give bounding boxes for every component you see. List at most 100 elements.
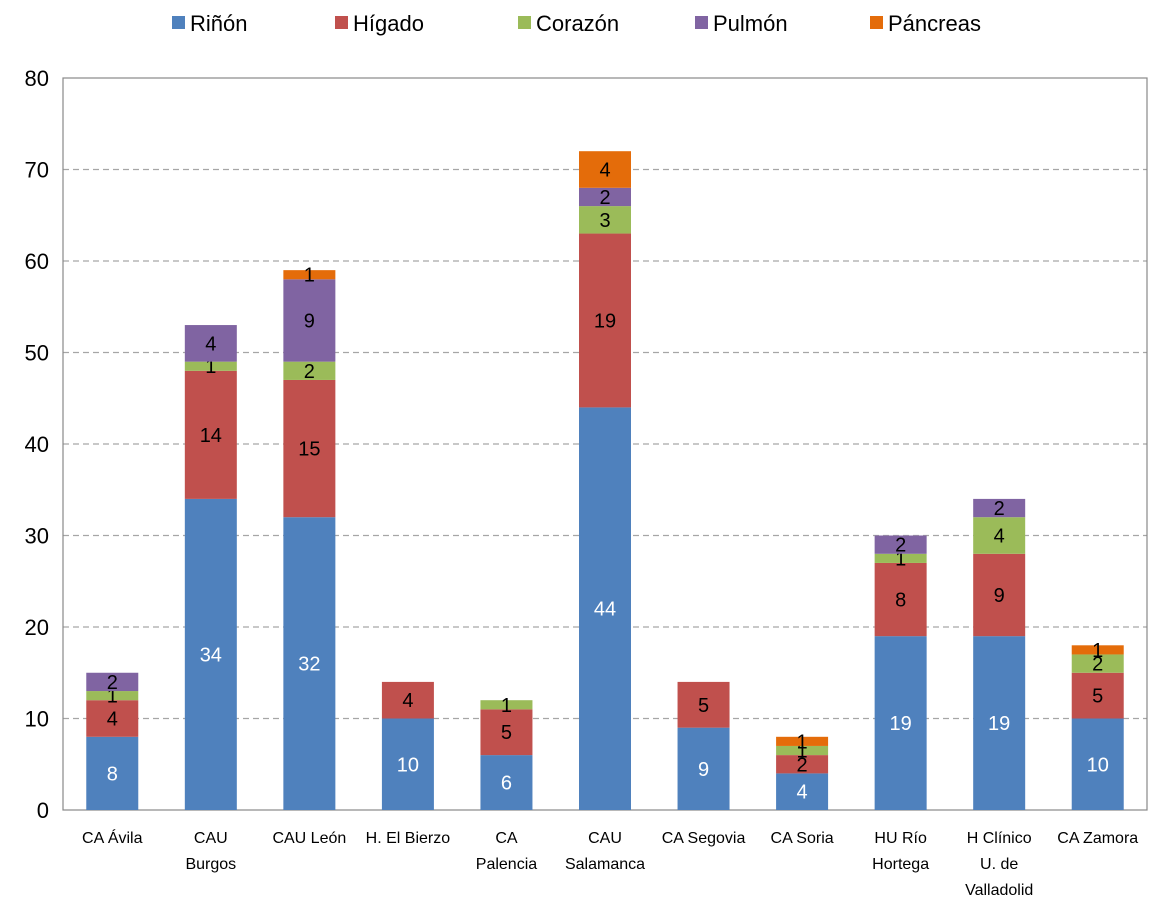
bar-segment [184, 325, 237, 362]
data-label: 1 [797, 731, 808, 753]
bar-segment [973, 553, 1026, 637]
data-label: 1 [107, 686, 118, 708]
bar-segment [579, 233, 631, 408]
bar-stack: 34 14 14 [184, 325, 237, 810]
legend-item: Corazón [518, 11, 619, 36]
bar-segment [973, 636, 1026, 810]
y-tick-label: 0 [37, 798, 49, 823]
bar-segment [480, 755, 533, 810]
data-label: 9 [994, 585, 1005, 607]
legend-swatch [870, 16, 883, 29]
x-tick-label: HU Río Hortega [872, 830, 929, 873]
legend-item: Páncreas [870, 11, 981, 36]
bar-segment [283, 517, 336, 810]
bar-stack: 8 412 [86, 672, 139, 810]
x-tick-label-line: H. El Bierzo [366, 830, 451, 847]
y-tick-label: 80 [25, 66, 49, 91]
data-label: 9 [698, 759, 709, 781]
bar-stack: 32 15 2 9 1 [283, 265, 336, 810]
data-label: 5 [698, 695, 709, 717]
x-tick-label-line: H Clínico [967, 830, 1032, 847]
y-tick-label: 40 [25, 432, 49, 457]
data-label: 5 [1092, 686, 1103, 708]
x-tick-label: CA Palencia [476, 830, 537, 873]
legend-swatch [695, 16, 708, 29]
x-tick-label-line: CAU León [272, 830, 346, 847]
bar-segment [973, 498, 1026, 518]
legend-swatch [335, 16, 348, 29]
data-label: 4 [107, 709, 118, 731]
x-tick-label-line: Hortega [872, 856, 929, 873]
data-label: 4 [797, 782, 808, 804]
data-label: 19 [890, 713, 912, 735]
bar-segment [283, 270, 336, 280]
legend-label: Páncreas [888, 11, 981, 36]
bar-segment [677, 727, 730, 810]
bar-segment [86, 672, 139, 692]
data-label: 4 [402, 690, 413, 712]
bar-segment [579, 407, 631, 810]
bar-segment [776, 745, 829, 756]
bar-stack: 6 5 1 [480, 695, 533, 810]
x-tick-label: H. El Bierzo [366, 830, 451, 847]
x-tick-label-line: CAU [194, 830, 228, 847]
x-tick-label-line: U. de [980, 856, 1018, 873]
x-tick-label-line: HU Río [874, 830, 927, 847]
bar-segment [677, 681, 730, 728]
bar-segment [381, 718, 434, 810]
bar-segment [874, 636, 927, 810]
bar-segment [579, 151, 631, 188]
bar-segment [1071, 654, 1124, 673]
bar-segment [480, 700, 533, 710]
y-tick-label: 30 [25, 524, 49, 549]
bar-stack: 44 19 32 4 [579, 151, 631, 810]
data-label: 2 [895, 535, 906, 557]
legend-item: Pulmón [695, 11, 788, 36]
x-tick-label-line: CA Soria [771, 830, 834, 847]
bar-segment [184, 370, 237, 499]
bar-segment [480, 709, 533, 756]
bar-segment [1071, 718, 1124, 810]
bar-segment [86, 736, 139, 810]
data-label: 1 [304, 265, 315, 287]
data-label: 4 [205, 333, 216, 355]
x-tick-label: H Clínico U. de Valladolid [965, 830, 1033, 899]
data-label: 8 [895, 590, 906, 612]
bar-segment [776, 755, 829, 774]
y-tick-label: 20 [25, 615, 49, 640]
data-label: 34 [200, 644, 222, 666]
bar-segment [874, 535, 927, 554]
bar-stack: 19 9 4 2 [973, 498, 1026, 810]
x-tick-label-line: CA Ávila [82, 828, 143, 847]
data-label: 2 [107, 672, 118, 694]
x-tick-label-line: CA Segovia [662, 830, 746, 847]
legend-label: Riñón [190, 11, 247, 36]
data-label: 1 [1092, 640, 1103, 662]
data-label: 2 [797, 754, 808, 776]
bar-segment [1071, 645, 1124, 655]
bar-segment [776, 736, 829, 746]
bar-segment [776, 773, 829, 810]
bar-segment [283, 379, 336, 518]
data-label: 2 [304, 361, 315, 383]
bar-stack: 95 [677, 681, 730, 810]
bar-stack: 10 4 [381, 681, 434, 810]
y-tick-label: 60 [25, 249, 49, 274]
legend-label: Corazón [536, 11, 619, 36]
bar-segment [86, 691, 139, 701]
x-tick-label: CA Segovia [662, 830, 746, 847]
data-label: 4 [994, 526, 1005, 548]
bar-segment [381, 681, 434, 719]
bar-stack: 4 211 [776, 731, 829, 810]
data-label: 10 [397, 754, 419, 776]
data-label: 9 [304, 310, 315, 332]
legend-label: Hígado [353, 11, 424, 36]
x-tick-label: CAU León [272, 830, 346, 847]
bar-stack: 10 5 21 [1071, 640, 1124, 810]
y-tick-label: 10 [25, 707, 49, 732]
bar-segment [579, 206, 631, 234]
bar-segment [86, 700, 139, 737]
data-label: 3 [599, 210, 610, 232]
x-tick-label-line: CA [495, 830, 518, 847]
